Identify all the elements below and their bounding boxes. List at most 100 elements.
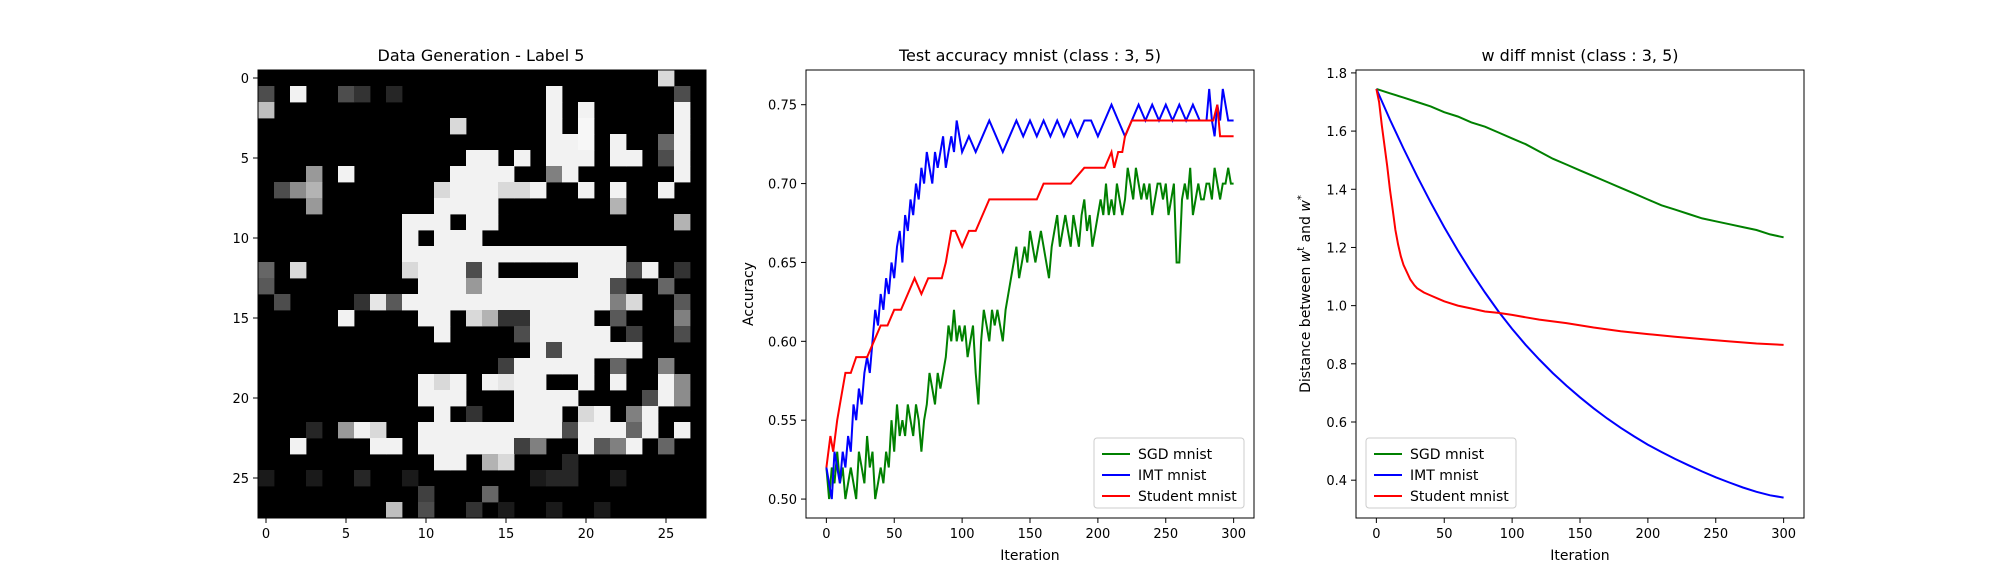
heatmap-cell: [450, 118, 467, 135]
heatmap-cell: [610, 342, 627, 359]
heatmap-cell: [546, 246, 563, 263]
heatmap-cell: [434, 294, 451, 311]
heatmap-cell: [450, 438, 467, 455]
xtick-label: 0: [1372, 527, 1380, 542]
heatmap-cell: [306, 198, 323, 215]
heatmap-cell: [498, 454, 515, 471]
xtick-label: 250: [1153, 527, 1178, 542]
xtick-label: 300: [1221, 527, 1246, 542]
series-line-imt-mnist: [1375, 88, 1784, 499]
heatmap-cell: [450, 422, 467, 439]
heatmap-cell: [402, 470, 419, 487]
heatmap-ticks: 0 5 10 15 20 25 0 5 10 15 20 25: [232, 72, 674, 542]
heatmap-cell: [354, 294, 371, 311]
heatmap-cell: [258, 262, 275, 279]
heatmap-ytick-label: 20: [232, 392, 249, 407]
ytick-label: 0.55: [768, 414, 797, 429]
heatmap-cell: [386, 294, 403, 311]
heatmap-cell: [450, 454, 467, 471]
heatmap-cell: [354, 422, 371, 439]
legend-label: SGD mnist: [1410, 447, 1485, 463]
heatmap-cell: [434, 390, 451, 407]
heatmap-cell: [466, 422, 483, 439]
series-line-student-mnist: [825, 104, 1234, 468]
heatmap-cell: [594, 326, 611, 343]
heatmap-cell: [594, 246, 611, 263]
heatmap-cell: [482, 438, 499, 455]
accuracy-lines: [825, 88, 1234, 500]
heatmap-cell: [658, 182, 675, 199]
heatmap-cell: [594, 262, 611, 279]
heatmap-cell: [514, 390, 531, 407]
heatmap-cell: [578, 102, 595, 119]
ytick-label: 1.2: [1326, 241, 1347, 256]
heatmap-cell: [546, 166, 563, 183]
heatmap-cell: [578, 374, 595, 391]
heatmap-cell: [434, 198, 451, 215]
heatmap-cell: [258, 102, 275, 119]
heatmap-cells: [258, 70, 706, 519]
heatmap-cell: [498, 294, 515, 311]
heatmap-cell: [674, 102, 691, 119]
heatmap-cell: [482, 278, 499, 295]
xtick-label: 300: [1771, 527, 1796, 542]
heatmap-cell: [434, 278, 451, 295]
heatmap-cell: [546, 118, 563, 135]
heatmap-cell: [530, 422, 547, 439]
heatmap-cell: [386, 438, 403, 455]
heatmap-ytick-label: 0: [241, 72, 249, 87]
heatmap-cell: [450, 246, 467, 263]
heatmap-cell: [498, 246, 515, 263]
heatmap-cell: [418, 246, 435, 263]
heatmap-cell: [466, 262, 483, 279]
heatmap-cell: [482, 486, 499, 503]
heatmap-cell: [338, 166, 355, 183]
heatmap-cell: [354, 86, 371, 103]
heatmap-cell: [482, 454, 499, 471]
heatmap-cell: [530, 342, 547, 359]
wdiff-ylabel: Distance between wt and w*: [1296, 195, 1314, 393]
wdiff-ticks: 0 50 100 150 200 250 300 0.4 0.6 0.8 1.0 1.2 1.4 1.6 1…: [1326, 67, 1796, 542]
heatmap-cell: [482, 150, 499, 167]
heatmap-cell: [610, 294, 627, 311]
heatmap-cell: [434, 262, 451, 279]
heatmap-cell: [562, 358, 579, 375]
heatmap-cell: [546, 406, 563, 423]
heatmap-cell: [338, 422, 355, 439]
heatmap-cell: [610, 374, 627, 391]
heatmap-cell: [674, 390, 691, 407]
heatmap-cell: [578, 150, 595, 167]
xtick-label: 200: [1085, 527, 1110, 542]
heatmap-cell: [450, 278, 467, 295]
heatmap-cell: [546, 326, 563, 343]
heatmap-cell: [418, 310, 435, 327]
heatmap-cell: [626, 262, 643, 279]
heatmap-cell: [594, 342, 611, 359]
accuracy-xlabel: Iteration: [1000, 548, 1059, 564]
wdiff-panel: w diff mnist (class : 3, 5) 0 50 100 150 200…: [1296, 46, 1805, 564]
heatmap-cell: [466, 198, 483, 215]
heatmap-cell: [354, 470, 371, 487]
heatmap-xtick-label: 20: [578, 527, 595, 542]
heatmap-cell: [674, 214, 691, 231]
heatmap-xtick-label: 15: [498, 527, 515, 542]
heatmap-cell: [306, 182, 323, 199]
accuracy-ylabel: Accuracy: [741, 262, 757, 326]
heatmap-cell: [418, 262, 435, 279]
heatmap-cell: [450, 230, 467, 247]
heatmap-ytick-label: 5: [241, 152, 249, 167]
heatmap-cell: [450, 262, 467, 279]
heatmap-cell: [402, 214, 419, 231]
heatmap-cell: [530, 182, 547, 199]
heatmap-cell: [498, 374, 515, 391]
accuracy-panel: Test accuracy mnist (class : 3, 5) 0 50 10…: [741, 46, 1255, 564]
heatmap-cell: [562, 390, 579, 407]
heatmap-cell: [610, 150, 627, 167]
heatmap-cell: [434, 230, 451, 247]
heatmap-cell: [674, 374, 691, 391]
legend-box: [1365, 437, 1517, 509]
heatmap-cell: [530, 390, 547, 407]
heatmap-cell: [514, 294, 531, 311]
heatmap-cell: [402, 230, 419, 247]
heatmap-cell: [434, 310, 451, 327]
